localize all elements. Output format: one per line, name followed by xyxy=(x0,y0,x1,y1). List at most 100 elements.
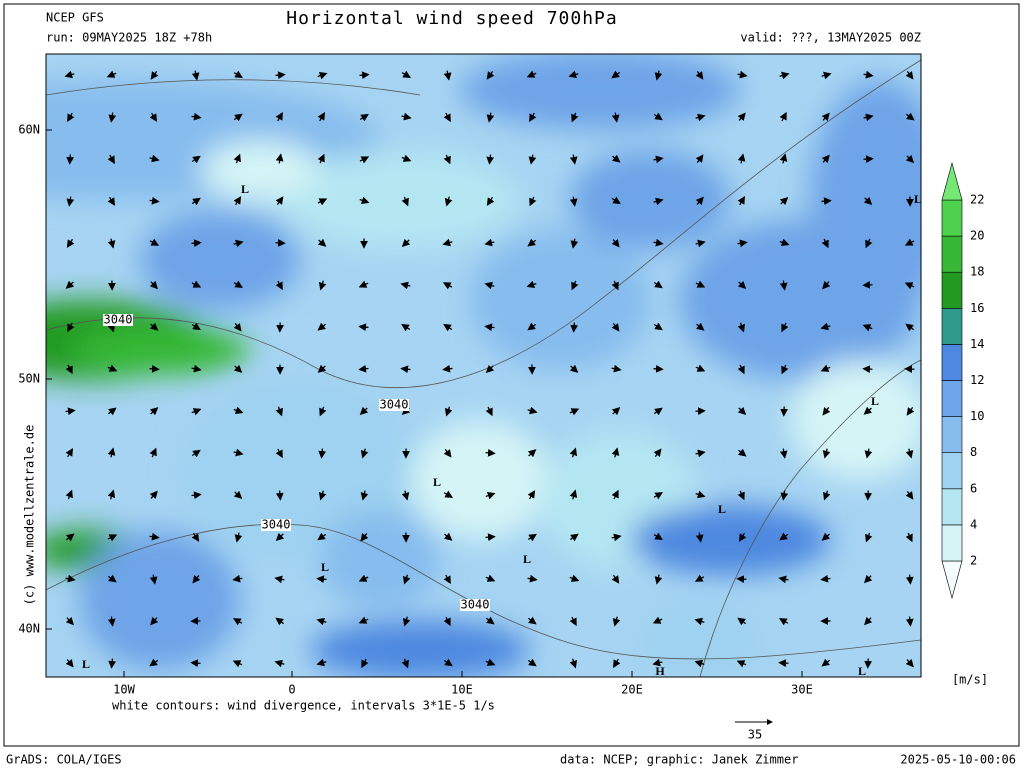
wind-arrow xyxy=(527,658,537,667)
wind-arrow xyxy=(737,153,746,164)
wind-arrow xyxy=(905,323,915,332)
wind-arrow xyxy=(863,70,874,79)
wind-arrow xyxy=(275,196,284,206)
wind-arrow xyxy=(316,658,327,667)
wind-arrow xyxy=(317,153,325,164)
wind-arrow xyxy=(611,322,620,332)
wind-arrow xyxy=(611,239,620,248)
wind-arrow xyxy=(863,155,874,164)
wind-arrow xyxy=(611,70,621,79)
wind-blob xyxy=(310,620,530,677)
wind-arrow xyxy=(107,489,116,500)
wind-arrow xyxy=(402,616,411,627)
wind-arrow xyxy=(694,574,705,582)
wind-arrow xyxy=(443,574,451,585)
wind-arrow xyxy=(107,447,116,458)
wind-arrow xyxy=(820,322,831,331)
wind-arrow xyxy=(359,113,369,122)
wind-arrow xyxy=(486,70,495,80)
wind-arrow xyxy=(737,280,747,289)
wind-blob xyxy=(70,325,250,375)
wind-arrow xyxy=(527,322,537,331)
wind-arrow xyxy=(191,197,201,206)
wind-arrow xyxy=(149,154,160,163)
wind-arrow xyxy=(865,532,873,543)
wind-arrow xyxy=(653,238,664,247)
wind-arrow xyxy=(67,112,75,123)
wind-blob xyxy=(320,510,440,610)
wind-arrow xyxy=(443,490,454,498)
pressure-label: L xyxy=(523,552,531,566)
wind-arrow xyxy=(611,364,622,373)
wind-arrow xyxy=(191,491,202,500)
wind-arrow xyxy=(611,574,620,584)
wind-arrow xyxy=(317,238,327,247)
wind-arrow xyxy=(737,239,748,248)
wind-arrow xyxy=(653,197,664,206)
map-border xyxy=(45,53,922,678)
wind-arrow xyxy=(401,112,412,121)
wind-arrow xyxy=(191,364,202,373)
wind-arrow xyxy=(275,448,283,459)
pressure-label: L xyxy=(241,182,249,196)
wind-arrow xyxy=(149,658,159,667)
wind-arrow xyxy=(780,490,789,501)
wind-arrow xyxy=(401,196,409,207)
wind-arrow xyxy=(695,196,704,206)
wind-arrow xyxy=(275,617,285,626)
wind-arrow xyxy=(781,364,789,375)
wind-arrow xyxy=(66,196,75,207)
wind-arrow xyxy=(191,70,200,81)
model: NCEP GFS xyxy=(46,11,104,25)
wind-arrow xyxy=(526,70,537,78)
lon-label: 10E xyxy=(451,683,473,697)
wind-arrow xyxy=(695,490,706,499)
wind-arrow xyxy=(191,155,201,164)
wind-arrow xyxy=(108,658,117,669)
wind-arrow xyxy=(737,322,745,333)
wind-arrow xyxy=(108,112,117,123)
wind-arrow xyxy=(319,406,327,417)
wind-arrow xyxy=(444,196,453,207)
pressure-label: L xyxy=(321,560,329,574)
wind-arrow xyxy=(316,575,327,584)
wind-arrow xyxy=(107,364,118,372)
wind-arrow xyxy=(611,447,620,458)
wind-arrow xyxy=(233,448,244,457)
colorbar-segment xyxy=(941,452,963,490)
wind-arrow xyxy=(358,364,369,373)
wind-arrow xyxy=(781,322,789,333)
wind-arrow xyxy=(571,280,579,291)
wind-arrow xyxy=(358,280,369,288)
wind-arrow xyxy=(107,616,116,627)
lat-label: 50N xyxy=(18,372,40,386)
wind-arrow xyxy=(526,280,537,289)
wind-arrow xyxy=(528,616,537,625)
wind-arrow xyxy=(569,533,579,542)
wind-arrow xyxy=(611,489,619,500)
pressure-label: L xyxy=(433,475,441,489)
watermark: (c) www.modellzentrale.de xyxy=(23,425,37,606)
colorbar-segment xyxy=(941,271,963,309)
wind-arrow xyxy=(612,616,621,627)
wind-arrow xyxy=(652,616,663,624)
wind-arrow xyxy=(905,616,914,627)
wind-arrow xyxy=(862,365,873,374)
wind-arrow xyxy=(822,448,831,459)
wind-arrow xyxy=(865,238,873,249)
pressure-label: L xyxy=(871,394,879,408)
wind-arrow xyxy=(611,112,620,123)
wind-arrow xyxy=(149,407,159,416)
pressure-label: L xyxy=(82,657,90,671)
wind-arrow xyxy=(233,323,242,332)
wind-arrow xyxy=(695,113,706,122)
wind-arrow xyxy=(611,196,621,205)
contour-label-bg xyxy=(379,399,409,411)
wind-arrow xyxy=(904,282,915,290)
wind-arrow xyxy=(484,238,495,247)
wind-arrow xyxy=(821,238,829,249)
wind-arrow xyxy=(149,112,158,122)
wind-arrow xyxy=(233,364,243,373)
wind-arrow xyxy=(233,490,243,499)
wind-arrow xyxy=(821,658,830,667)
